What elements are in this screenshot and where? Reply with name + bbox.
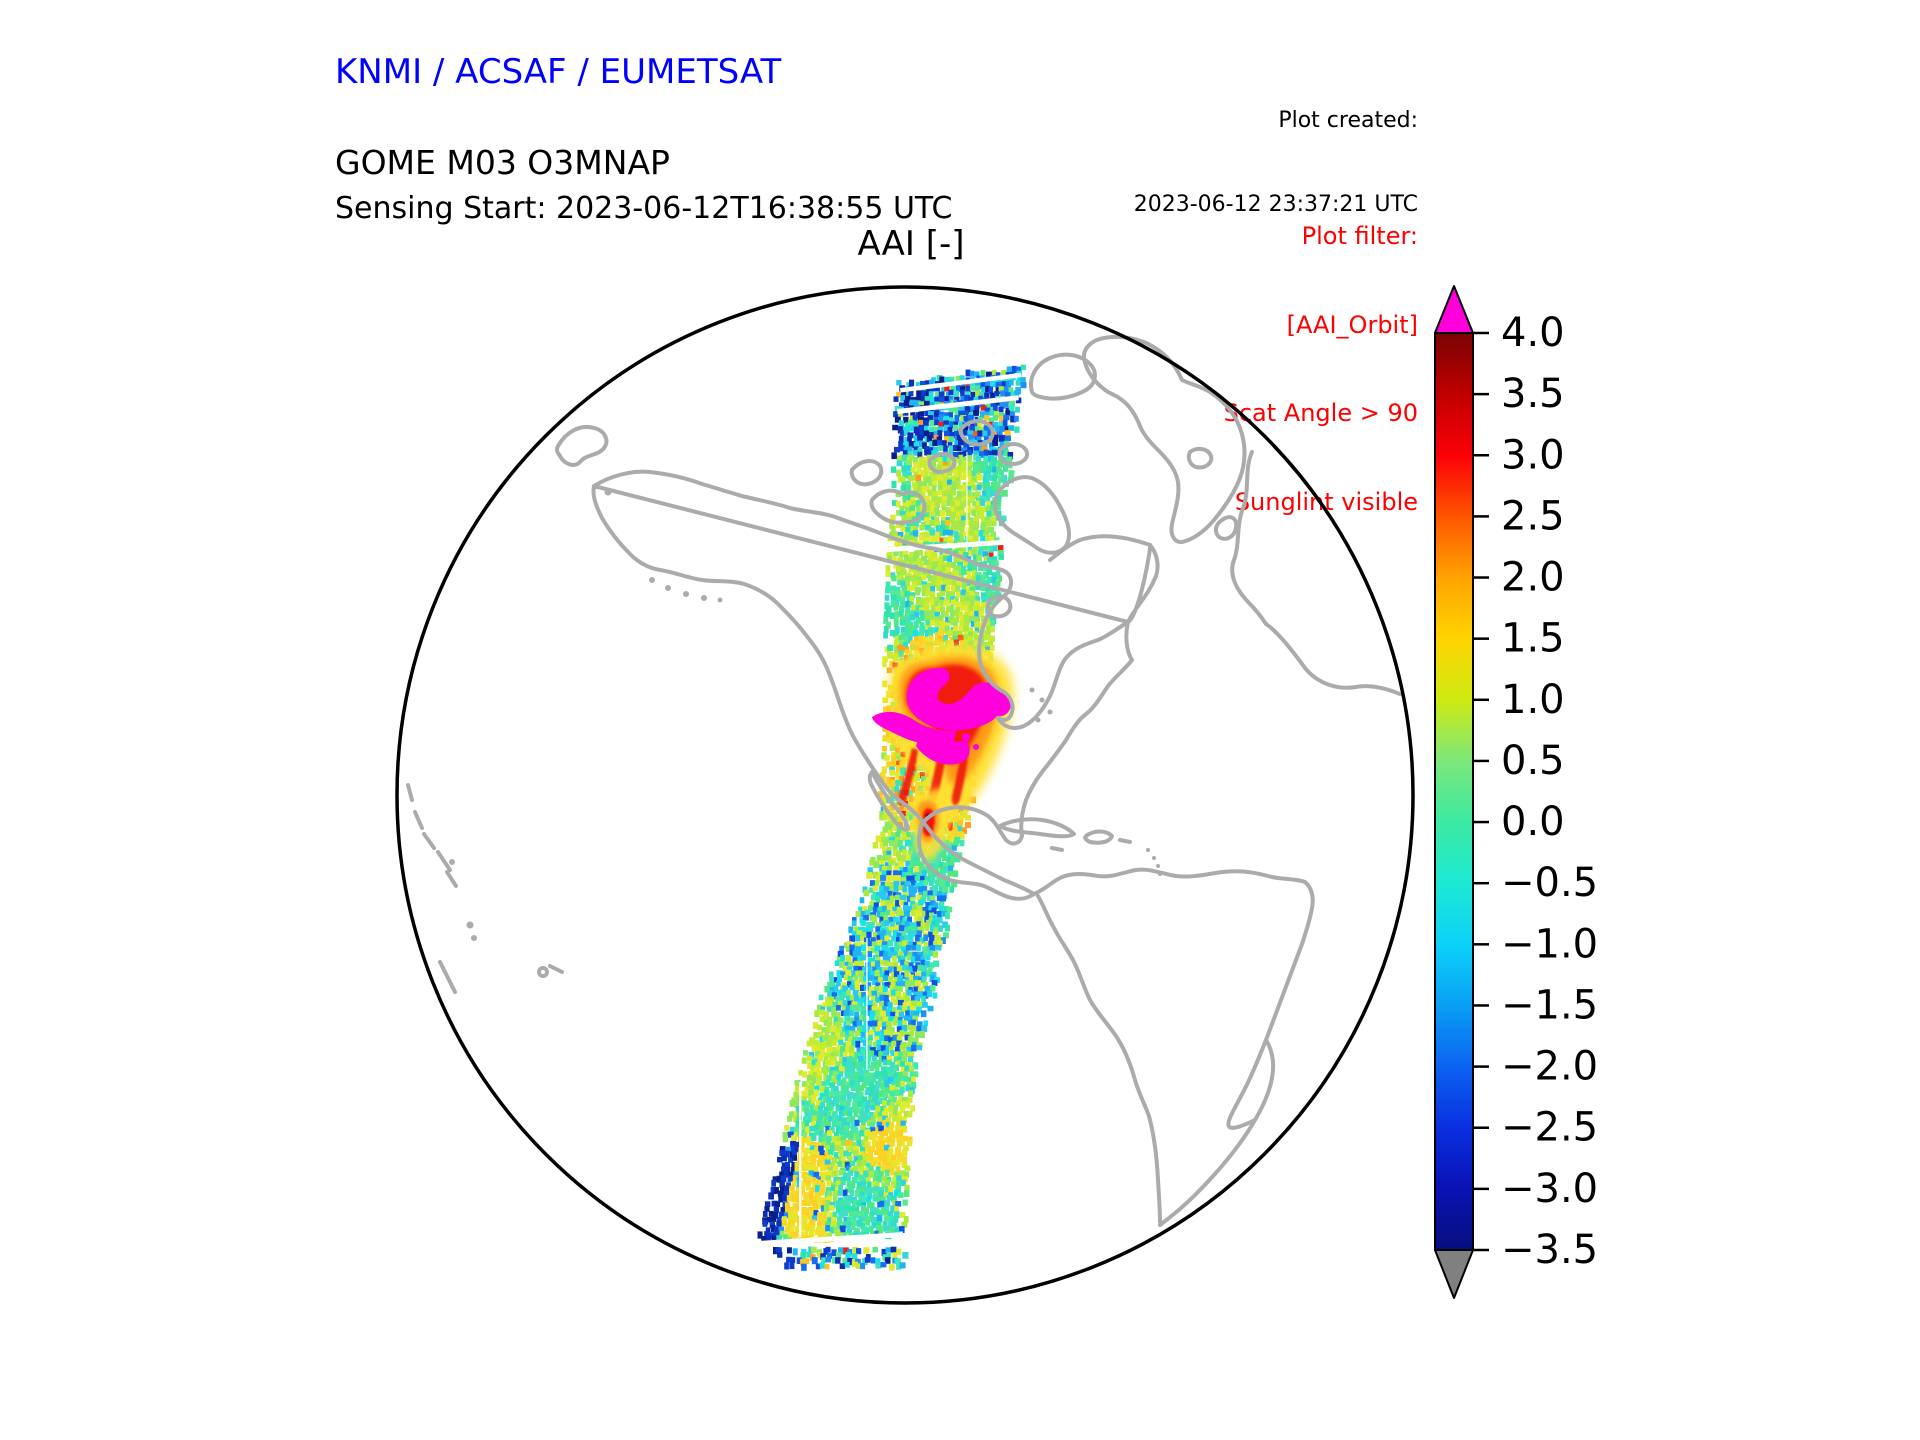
- aleutian-islands: [604, 488, 723, 603]
- coast-puerto-rico: [1118, 838, 1132, 844]
- colorbar-gradient-bar: [1434, 332, 1474, 1251]
- colorbar-tick-label: −0.5: [1501, 860, 1598, 906]
- colorbar-tick-label: 2.5: [1501, 493, 1565, 539]
- plot-filter-line: Sunglint visible: [1234, 487, 1418, 516]
- plot-filter-block: Plot filter: [AAI_Orbit] Scat Angle > 90…: [1224, 163, 1418, 547]
- scanline-gap-lines: [757, 355, 1023, 1246]
- bahamas-islands: [1029, 687, 1053, 723]
- coast-south-america-north-east: [1032, 867, 1315, 1227]
- plot-created-label: Plot created:: [1278, 107, 1418, 133]
- colorbar-under-arrow: [1434, 1249, 1474, 1299]
- coast-cuba: [998, 817, 1076, 839]
- colorbar-tick-label: 3.5: [1501, 371, 1565, 417]
- coast-europe-limb: [1230, 450, 1268, 626]
- colorbar-ticks: 4.0 3.5 3.0 2.5 2.0 1.5 1.0 0.5 0.0 −0.5 −1.0 −1.5 −…: [1473, 310, 1598, 1273]
- colorbar-tick-label: −1.0: [1501, 921, 1598, 967]
- coast-south-america-west: [1036, 894, 1162, 1224]
- coast-jamaica: [1050, 846, 1064, 852]
- coast-hispaniola: [1083, 829, 1114, 845]
- coast-banks-island: [849, 459, 884, 487]
- coast-victoria-island: [869, 488, 927, 525]
- coast-greenland: [1081, 334, 1247, 545]
- colorbar-tick-label: 0.5: [1501, 738, 1565, 784]
- product-title: GOME M03 O3MNAP: [335, 143, 670, 182]
- plot-created-timestamp: 2023-06-12 23:37:21 UTC: [1133, 191, 1418, 217]
- colorbar-tick-label: 0.0: [1501, 799, 1565, 845]
- coast-disko: [1186, 446, 1214, 470]
- plot-title: AAI [-]: [857, 224, 965, 264]
- colorbar-tick-label: 3.0: [1501, 432, 1565, 478]
- colorbar: 4.0 3.5 3.0 2.5 2.0 1.5 1.0 0.5 0.0 −0.5 −1.0 −1.5 −…: [1434, 285, 1598, 1299]
- smoke-plume-hotspot: [872, 645, 1014, 823]
- coast-arctic-islands: [927, 419, 1029, 619]
- colorbar-tick-label: 1.0: [1501, 677, 1565, 723]
- pacific-islands: [406, 783, 564, 994]
- colorbar-tick-label: −1.5: [1501, 982, 1598, 1028]
- coast-baja: [867, 770, 910, 832]
- colorbar-tick-label: −3.5: [1501, 1227, 1598, 1273]
- plot-filter-line: [AAI_Orbit]: [1286, 310, 1418, 339]
- coast-west-africa: [1264, 622, 1402, 696]
- magenta-overrange-core: [872, 667, 1012, 765]
- aai-swath-heatmap: [757, 364, 1027, 1271]
- coast-uk: [1213, 515, 1239, 541]
- coast-baffin-island: [993, 475, 1071, 555]
- coast-chukotka: [554, 425, 609, 467]
- coastlines: [406, 334, 1402, 1227]
- colorbar-tick-label: 4.0: [1501, 310, 1565, 356]
- plot-filter-line: Plot filter:: [1301, 222, 1418, 251]
- colorbar-tick-label: −2.5: [1501, 1105, 1598, 1151]
- colorbar-tick-label: −2.0: [1501, 1044, 1598, 1090]
- plot-created-block: Plot created: 2023-06-12 23:37:21 UTC: [1134, 51, 1418, 247]
- colorbar-tick-label: −3.0: [1501, 1166, 1598, 1212]
- colorbar-tick-label: 1.5: [1501, 616, 1565, 662]
- colorbar-over-arrow: [1434, 285, 1474, 334]
- colorbar-tick-label: 2.0: [1501, 555, 1565, 601]
- agency-title: KNMI / ACSAF / EUMETSAT: [335, 52, 782, 92]
- globe-outline: [395, 285, 1415, 1305]
- sensing-start: Sensing Start: 2023-06-12T16:38:55 UTC: [335, 191, 953, 226]
